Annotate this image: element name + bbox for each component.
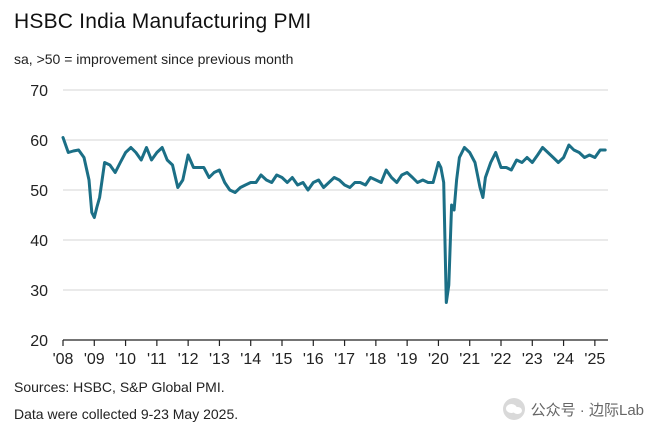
chart-title: HSBC India Manufacturing PMI xyxy=(14,10,312,33)
x-tick-label: '12 xyxy=(178,351,199,368)
x-tick-label: '14 xyxy=(240,351,261,368)
series-layer xyxy=(61,136,607,304)
y-tick-label: 30 xyxy=(30,283,48,300)
y-axis: 20 30 40 50 60 70 xyxy=(30,83,48,350)
x-tick-label: '21 xyxy=(459,351,480,368)
y-tick-label: 40 xyxy=(30,233,48,250)
x-tick-label: '13 xyxy=(209,351,230,368)
y-tick-label: 20 xyxy=(30,333,48,350)
grid-layer xyxy=(63,89,608,291)
x-tick-label: '22 xyxy=(491,351,512,368)
x-axis: '08 '09 '10 '11 '12 '13 '14 '15 '16 '17 '18 '19 '20 '… xyxy=(53,339,608,368)
x-tick-label: '16 xyxy=(303,351,324,368)
y-tick-label: 70 xyxy=(30,83,48,100)
chat-bubbles-icon xyxy=(502,398,525,420)
y-tick-label: 50 xyxy=(30,183,48,200)
x-tick-label: '24 xyxy=(553,351,574,368)
watermark: 公众号 · 边际Lab xyxy=(502,398,644,420)
x-tick-label: '11 xyxy=(147,351,167,368)
chart-subtitle: sa, >50 = improvement since previous mon… xyxy=(14,51,294,67)
x-tick-label: '19 xyxy=(397,351,418,368)
x-tick-label: '25 xyxy=(584,351,605,368)
series-line-0 xyxy=(61,136,607,304)
x-tick-label: '10 xyxy=(115,351,136,368)
y-tick-label: 60 xyxy=(30,133,48,150)
watermark-text: 公众号 · 边际Lab xyxy=(530,401,644,419)
x-tick-label: '15 xyxy=(272,351,293,368)
x-tick-label: '18 xyxy=(365,351,386,368)
x-tick-label: '09 xyxy=(84,351,105,368)
x-tick-label: '17 xyxy=(334,351,355,368)
x-tick-label: '08 xyxy=(53,351,74,368)
collection-note: Data were collected 9-23 May 2025. xyxy=(14,406,239,422)
x-tick-label: '23 xyxy=(522,351,543,368)
x-tick-label: '20 xyxy=(428,351,449,368)
sources-note: Sources: HSBC, S&P Global PMI. xyxy=(14,379,225,395)
